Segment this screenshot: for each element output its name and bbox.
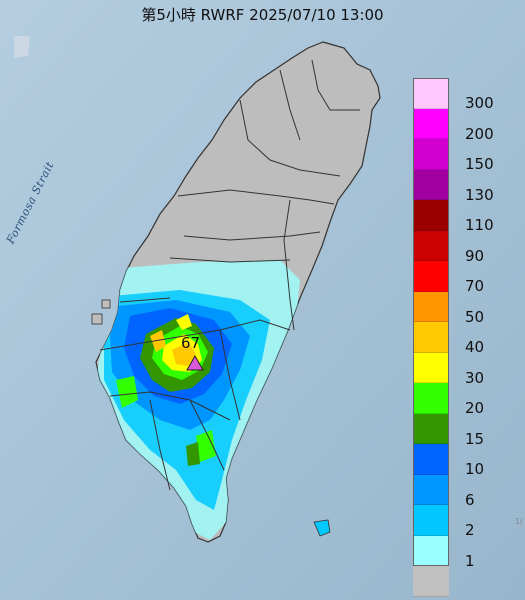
legend-swatch bbox=[413, 169, 449, 200]
legend-item: 1 bbox=[413, 535, 515, 570]
legend-label: 50 bbox=[465, 307, 485, 326]
legend-item: 130 bbox=[413, 169, 515, 204]
legend-item: 2 bbox=[413, 505, 515, 540]
legend-item: 70 bbox=[413, 261, 515, 296]
penghu-island-2 bbox=[91, 313, 103, 325]
legend-item: 15 bbox=[413, 413, 515, 448]
legend-label: 10 bbox=[465, 460, 485, 479]
legend-label: 40 bbox=[465, 338, 485, 357]
legend-swatch bbox=[413, 535, 449, 566]
legend-item: 200 bbox=[413, 108, 515, 143]
legend-item: 50 bbox=[413, 291, 515, 326]
penghu-island bbox=[101, 299, 111, 309]
legend-label: 200 bbox=[465, 124, 494, 143]
legend-item: 20 bbox=[413, 383, 515, 418]
legend-swatch bbox=[413, 261, 449, 292]
peak-triangle-icon bbox=[186, 355, 204, 371]
legend-swatch bbox=[413, 78, 449, 109]
legend-swatch bbox=[413, 291, 449, 322]
legend-swatch bbox=[413, 139, 449, 170]
legend-swatch bbox=[413, 566, 449, 597]
legend-swatch bbox=[413, 108, 449, 139]
legend-swatch bbox=[413, 200, 449, 231]
legend-swatch bbox=[413, 322, 449, 353]
legend-swatch bbox=[413, 505, 449, 536]
legend-label: 110 bbox=[465, 216, 494, 235]
legend-item: 300 bbox=[413, 78, 515, 113]
map-title: 第5小時 RWRF 2025/07/10 13:00 bbox=[141, 6, 384, 24]
legend-label: 20 bbox=[465, 399, 485, 418]
legend-item: 150 bbox=[413, 139, 515, 174]
county-borders bbox=[99, 59, 360, 491]
legend-label: 2 bbox=[465, 521, 475, 540]
legend-label: 90 bbox=[465, 246, 485, 265]
legend-swatch bbox=[413, 413, 449, 444]
legend-label: 15 bbox=[465, 429, 485, 448]
peak-value-label: 67 bbox=[181, 334, 201, 352]
corner-mark: 1( bbox=[514, 517, 523, 526]
legend-swatch bbox=[413, 444, 449, 475]
legend-label: 30 bbox=[465, 368, 485, 387]
legend-label: 150 bbox=[465, 155, 494, 174]
legend-label: 1 bbox=[465, 551, 475, 570]
legend-item: 110 bbox=[413, 200, 515, 235]
legend-item: 10 bbox=[413, 444, 515, 479]
legend-label: 70 bbox=[465, 277, 485, 296]
legend-swatch bbox=[413, 352, 449, 383]
green-island bbox=[313, 519, 331, 537]
legend-item bbox=[413, 566, 515, 597]
legend-swatch bbox=[413, 474, 449, 505]
legend-swatch bbox=[413, 230, 449, 261]
legend-label: 6 bbox=[465, 490, 475, 509]
legend-item: 90 bbox=[413, 230, 515, 265]
legend-label: 130 bbox=[465, 185, 494, 204]
legend-item: 6 bbox=[413, 474, 515, 509]
legend-item: 30 bbox=[413, 352, 515, 387]
legend-swatch bbox=[413, 383, 449, 414]
legend-label: 300 bbox=[465, 94, 494, 113]
cloud-patch bbox=[14, 36, 30, 58]
legend-item: 40 bbox=[413, 322, 515, 357]
color-legend: 300 200 150 130 110 90 70 50 40 30 20 15 10 6 2 1 bbox=[413, 78, 515, 597]
